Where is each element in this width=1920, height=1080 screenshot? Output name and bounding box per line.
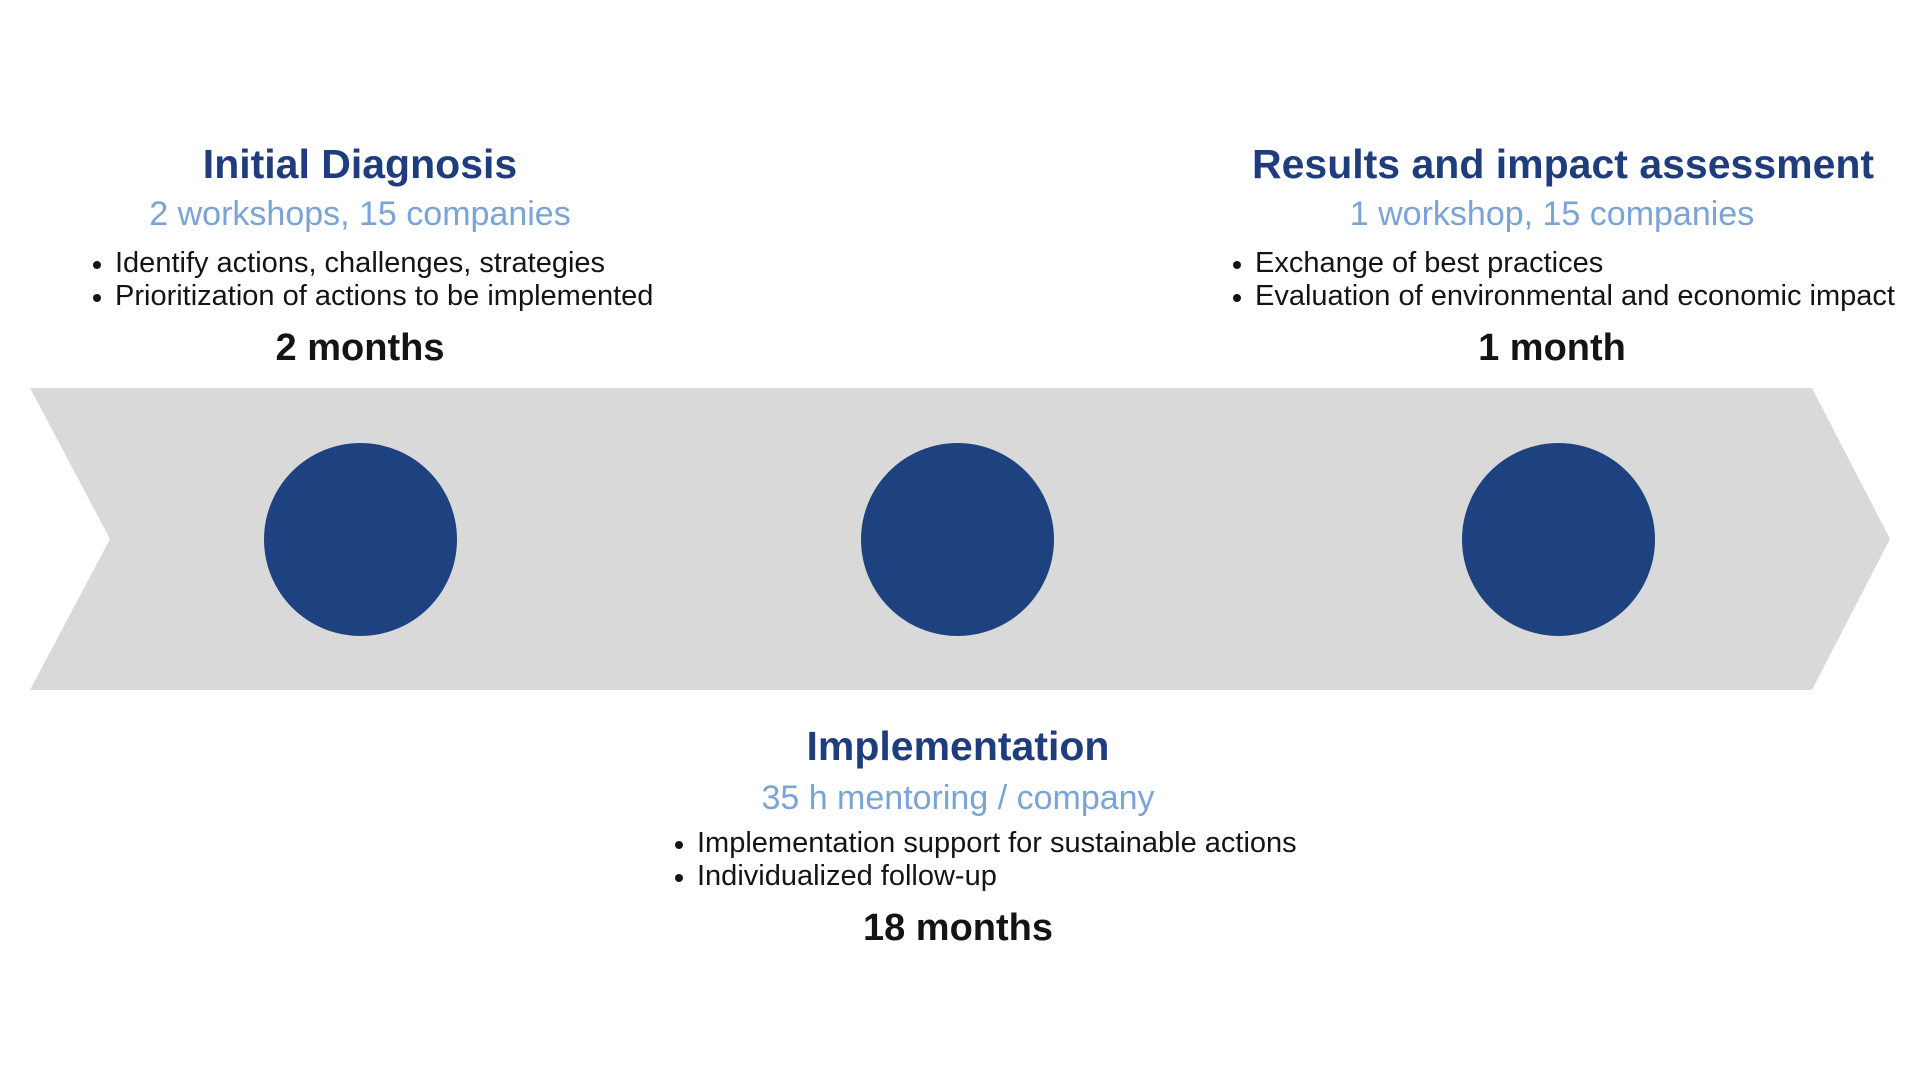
bullet-item: Individualized follow-up — [675, 860, 1297, 893]
milestone-dot-initial-diagnosis — [264, 443, 457, 636]
bullet-item: Identify actions, challenges, strategies — [93, 247, 653, 280]
stage-title: Implementation — [806, 723, 1110, 769]
stage-duration: 1 month — [1478, 327, 1626, 369]
bullet-item: Exchange of best practices — [1233, 247, 1895, 280]
stage-subtitle: 2 workshops, 15 companies — [149, 195, 571, 233]
milestone-dot-results — [1462, 443, 1655, 636]
stage-bullet-list: Implementation support for sustainable a… — [675, 827, 1297, 892]
stage-title: Initial Diagnosis — [202, 141, 518, 187]
bullet-item: Prioritization of actions to be implemen… — [93, 280, 653, 313]
milestone-dot-implementation — [861, 443, 1054, 636]
stage-bullet-list: Identify actions, challenges, strategies… — [93, 247, 653, 312]
stage-title: Results and impact assessment — [1252, 141, 1875, 187]
stage-bullet-list: Exchange of best practices Evaluation of… — [1233, 247, 1895, 312]
bullet-item: Implementation support for sustainable a… — [675, 827, 1297, 860]
stage-subtitle: 1 workshop, 15 companies — [1349, 195, 1755, 233]
stage-duration: 2 months — [275, 327, 445, 369]
stage-duration: 18 months — [862, 907, 1054, 949]
stage-subtitle: 35 h mentoring / company — [761, 779, 1155, 817]
bullet-item: Evaluation of environmental and economic… — [1233, 280, 1895, 313]
